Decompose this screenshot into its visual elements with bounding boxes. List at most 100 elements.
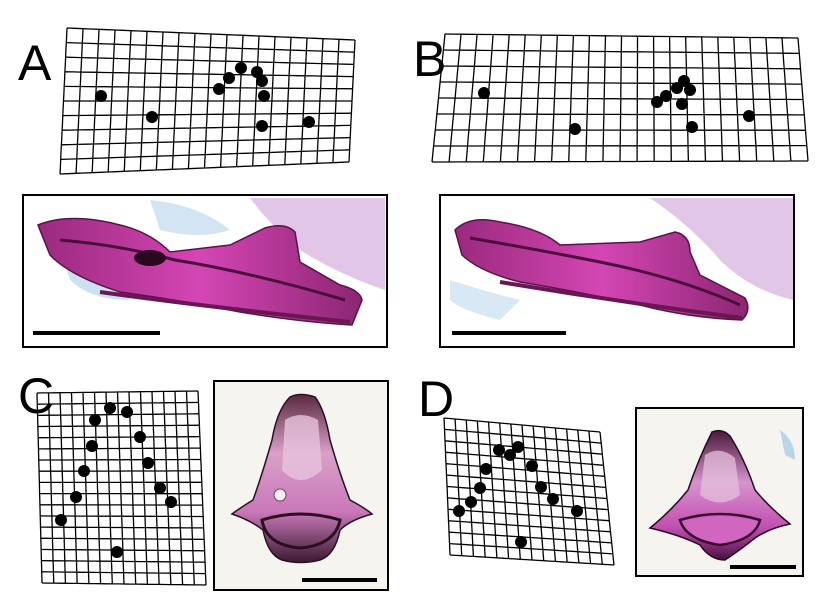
gridB-col-line xyxy=(550,35,558,162)
gridB-col-line xyxy=(717,37,724,162)
gridA-col-line xyxy=(187,33,196,169)
landmark-point xyxy=(142,457,154,469)
landmark-point xyxy=(55,514,67,526)
gridD-col-line xyxy=(588,430,603,565)
deformation-grid-b xyxy=(431,33,809,163)
specimen-photo-d xyxy=(635,407,804,577)
panel-letter-d: D xyxy=(418,371,454,427)
blue-tissue-a2 xyxy=(150,200,230,235)
gridC-col-line xyxy=(82,392,90,584)
gridA-col-line xyxy=(91,29,100,173)
landmark-point xyxy=(684,84,696,96)
gridB-col-line xyxy=(585,35,591,162)
gridB-col-line xyxy=(781,37,792,162)
gridC-col-line xyxy=(162,391,172,585)
landmark-point xyxy=(569,123,581,135)
landmark-point xyxy=(134,431,146,443)
blue-tissue-b xyxy=(450,280,520,320)
gridB-col-line xyxy=(602,35,607,162)
landmark-point xyxy=(256,75,268,87)
specimen-photo-c xyxy=(213,380,389,591)
landmark-point xyxy=(571,505,583,517)
panel-d: D xyxy=(418,371,804,577)
gridA-col-line xyxy=(219,34,228,168)
gridA-col-line xyxy=(123,30,132,172)
foramen-c xyxy=(273,488,287,502)
landmark-point xyxy=(89,414,101,426)
gridC-col-line xyxy=(47,392,55,584)
gridD-col-line xyxy=(532,425,545,561)
landmark-point xyxy=(86,440,98,452)
lower-ring-d xyxy=(678,512,762,547)
bone-lower-edge-b xyxy=(499,280,743,320)
gridA-col-line xyxy=(155,31,164,171)
lower-ring-c xyxy=(260,512,342,550)
gridA-col-line xyxy=(252,35,260,167)
specimen-photo-b xyxy=(439,194,795,348)
landmarks-a xyxy=(95,62,315,132)
landmark-point xyxy=(474,482,486,494)
landmark-point xyxy=(121,406,133,418)
gridD-col-line xyxy=(565,428,580,563)
bone-center-c xyxy=(282,415,322,480)
panel-b: B xyxy=(413,31,809,348)
panel-a: A xyxy=(18,27,388,348)
bone-center-d xyxy=(700,450,740,503)
gridA-col-line xyxy=(300,37,308,165)
gridA-col-line xyxy=(348,39,356,163)
bone-body-a xyxy=(37,217,363,326)
gridA-col-line xyxy=(284,37,292,165)
landmark-point xyxy=(111,546,123,558)
gridD-col-line xyxy=(443,417,451,556)
gridA-col-line xyxy=(171,32,180,170)
gridC-col-line xyxy=(105,392,113,584)
gridB-col-line xyxy=(701,36,707,162)
gridA-col-line xyxy=(107,29,116,173)
gridC-col-line xyxy=(128,391,137,585)
bone-body-b xyxy=(454,219,749,321)
landmark-point xyxy=(70,491,82,503)
landmark-point xyxy=(743,110,755,122)
gridB-col-line xyxy=(533,35,542,162)
landmark-point xyxy=(535,481,547,493)
gridB-col-line xyxy=(499,34,510,162)
landmark-point xyxy=(678,75,690,87)
gridB-col-line xyxy=(733,37,741,162)
gridA-col-line xyxy=(268,36,276,166)
deformation-grid-d xyxy=(443,417,615,566)
gridC-col-line xyxy=(36,392,43,584)
gridA-col-line xyxy=(203,33,212,169)
gridB-col-line xyxy=(765,37,775,162)
landmark-point xyxy=(78,465,90,477)
gridC-col-line xyxy=(185,391,195,585)
landmark-point xyxy=(465,496,477,508)
landmark-point xyxy=(303,116,315,128)
gridB-col-line xyxy=(431,33,446,163)
gridD-col-line xyxy=(465,419,475,557)
landmark-point xyxy=(256,120,268,132)
specimen-photo-a xyxy=(22,194,388,348)
gridB-col-line xyxy=(685,36,690,162)
panel-letter-a: A xyxy=(18,35,52,91)
gridB-col-line xyxy=(465,34,478,162)
gridC-col-line xyxy=(59,392,67,584)
gridC-col-line xyxy=(174,391,184,585)
landmark-point xyxy=(104,402,116,414)
gridC-col-line xyxy=(70,392,78,584)
bone-lower-edge-a xyxy=(99,290,351,324)
gridD-col-line xyxy=(487,421,498,558)
landmark-point xyxy=(95,90,107,102)
landmark-point xyxy=(213,83,225,95)
gridB-col-line xyxy=(619,35,623,162)
gridD-col-line xyxy=(554,427,568,563)
landmark-point xyxy=(453,505,465,517)
landmark-point xyxy=(660,90,672,102)
landmark-point xyxy=(547,493,559,505)
landmark-point xyxy=(515,536,527,548)
landmarks-b xyxy=(478,75,755,135)
blue-tissue-d xyxy=(780,430,795,460)
bone-ridge-a xyxy=(59,238,346,302)
landmark-point xyxy=(235,62,247,74)
bone-dark-spot-a xyxy=(134,250,166,266)
gridD-col-line xyxy=(454,418,463,556)
